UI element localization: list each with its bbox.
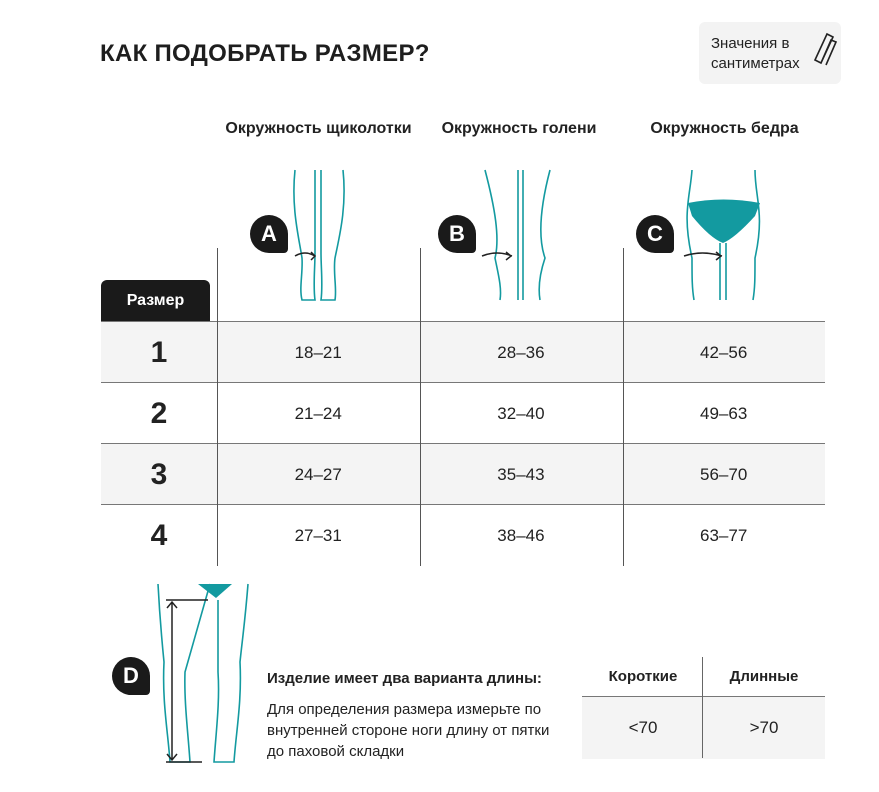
- thigh-value: 56–70: [700, 464, 748, 484]
- length-header-long: Длинные: [729, 668, 799, 685]
- thigh-value: 63–77: [700, 525, 748, 545]
- calf-illustration: [481, 169, 551, 301]
- size-value: 4: [150, 518, 168, 552]
- calf-value: 35–43: [497, 464, 545, 484]
- column-header-calf: Окружность голени: [441, 120, 597, 137]
- size-value: 2: [150, 396, 168, 430]
- leg-length-illustration: [157, 583, 249, 763]
- table-row: 2 21–24 32–40 49–63: [101, 382, 825, 444]
- length-description: Для определения размера измерьте по внут…: [267, 701, 550, 760]
- table-row: 4 27–31 38–46 63–77: [101, 504, 825, 566]
- calf-value: 32–40: [497, 403, 545, 423]
- badge-d: D: [112, 657, 150, 695]
- badge-c: C: [636, 215, 674, 253]
- ankle-value: 24–27: [294, 464, 342, 484]
- size-value: 3: [150, 457, 168, 491]
- length-header-short: Короткие: [608, 668, 678, 685]
- column-divider: [217, 248, 218, 566]
- badge-a: A: [250, 215, 288, 253]
- calf-value: 28–36: [497, 342, 545, 362]
- badge-b: B: [438, 215, 476, 253]
- table-row: 1 18–21 28–36 42–56: [101, 321, 825, 383]
- size-value: 1: [150, 335, 168, 369]
- thigh-illustration: [683, 169, 761, 301]
- ankle-value: 27–31: [294, 525, 342, 545]
- size-header: Размер: [101, 280, 210, 321]
- column-header-ankle: Окружность щиколотки: [225, 120, 412, 137]
- ankle-value: 21–24: [294, 403, 342, 423]
- ankle-illustration: [293, 169, 345, 301]
- column-divider: [420, 248, 421, 566]
- page-title: КАК ПОДОБРАТЬ РАЗМЕР?: [100, 40, 430, 67]
- column-divider: [702, 657, 703, 758]
- length-value-short: <70: [628, 718, 658, 737]
- units-note-text: Значения в сантиметрах: [711, 35, 800, 72]
- units-note: Значения в сантиметрах: [699, 22, 841, 84]
- column-header-thigh: Окружность бедра: [650, 120, 799, 137]
- thigh-value: 42–56: [700, 342, 748, 362]
- thigh-value: 49–63: [700, 403, 748, 423]
- ankle-value: 18–21: [294, 342, 342, 362]
- length-table-body: [582, 696, 825, 759]
- measuring-tape-icon: [813, 32, 837, 66]
- column-divider: [623, 248, 624, 566]
- length-heading: Изделие имеет два варианта длины:: [267, 670, 542, 687]
- table-row: 3 24–27 35–43 56–70: [101, 443, 825, 505]
- length-value-long: >70: [749, 718, 779, 737]
- calf-value: 38–46: [497, 525, 545, 545]
